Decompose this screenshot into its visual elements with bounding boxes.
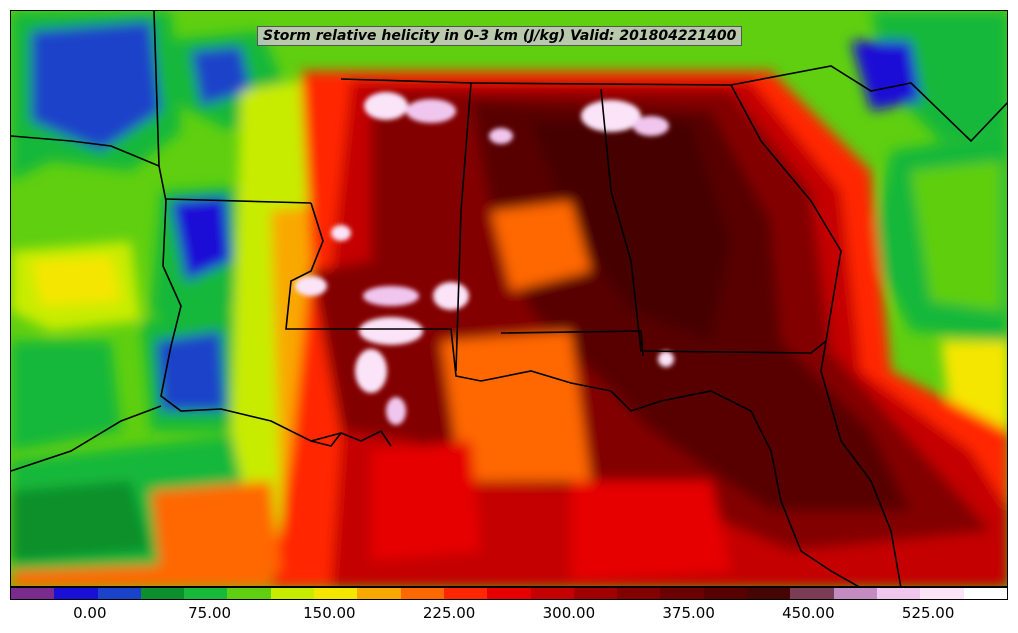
colorbar-swatch: [617, 588, 661, 599]
colorbar-swatch: [703, 588, 748, 599]
colorbar-swatch: [660, 588, 704, 599]
colorbar-swatch: [963, 588, 1007, 599]
east-coastline: [730, 84, 902, 586]
colorbar-tick-label: 450.00: [782, 604, 835, 622]
boundaries: [11, 11, 1007, 586]
colorbar-swatch: [790, 588, 834, 599]
colorbar-swatch: [833, 588, 877, 599]
state-line-d: [600, 88, 827, 354]
colorbar-tick-label: 225.00: [422, 604, 476, 622]
louisiana-coast: [310, 429, 392, 447]
colorbar-swatch: [54, 588, 98, 599]
helicity-maxima: [295, 92, 674, 425]
colorbar-tick-label: 0.00: [73, 604, 107, 622]
state-line-a: [165, 198, 312, 204]
map-panel: Storm relative helicity in 0-3 km (J/kg)…: [10, 10, 1008, 587]
colorbar-swatch: [314, 588, 358, 599]
gulf-coastline: [480, 370, 860, 586]
colorbar-tick-label: 75.00: [188, 604, 232, 622]
state-line-c: [340, 78, 472, 372]
colorbar-swatch: [573, 588, 618, 599]
colorbar-swatch: [97, 588, 141, 599]
colorbar-swatch: [11, 588, 55, 599]
helicity-map: [11, 11, 1007, 586]
state-line-e: [500, 330, 644, 357]
colorbar-swatch: [227, 588, 271, 599]
colorbar-tick-label: 375.00: [662, 604, 715, 622]
state-line-b: [285, 202, 482, 382]
colorbar-swatch: [487, 588, 531, 599]
colorbar-swatch: [400, 588, 444, 599]
texas-coast: [11, 405, 162, 472]
colorbar-swatch: [920, 588, 964, 599]
colorbar-swatch: [270, 588, 315, 599]
colorbar-ticks: 0.00 75.00 150.00 225.00 300.00 375.00 450.00 5…: [10, 600, 1008, 630]
colorbar: [10, 587, 1008, 600]
colorbar-swatch: [747, 588, 791, 599]
colorbar-swatch: [140, 588, 185, 599]
colorbar-tick-label: 300.00: [542, 604, 596, 622]
colorbar-swatch: [184, 588, 228, 599]
colorbar-swatch: [530, 588, 574, 599]
colorbar-swatch: [876, 588, 921, 599]
colorbar-swatch: [357, 588, 401, 599]
map-title: Storm relative helicity in 0-3 km (J/kg)…: [257, 26, 743, 46]
colorbar-tick-label: 525.00: [901, 604, 955, 622]
colorbar-swatch: [443, 588, 488, 599]
west-boundary: [153, 11, 342, 442]
north-boundary-west: [11, 135, 160, 167]
colorbar-tick-label: 150.00: [303, 604, 356, 622]
